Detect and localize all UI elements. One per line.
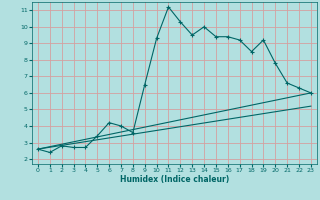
X-axis label: Humidex (Indice chaleur): Humidex (Indice chaleur) — [120, 175, 229, 184]
